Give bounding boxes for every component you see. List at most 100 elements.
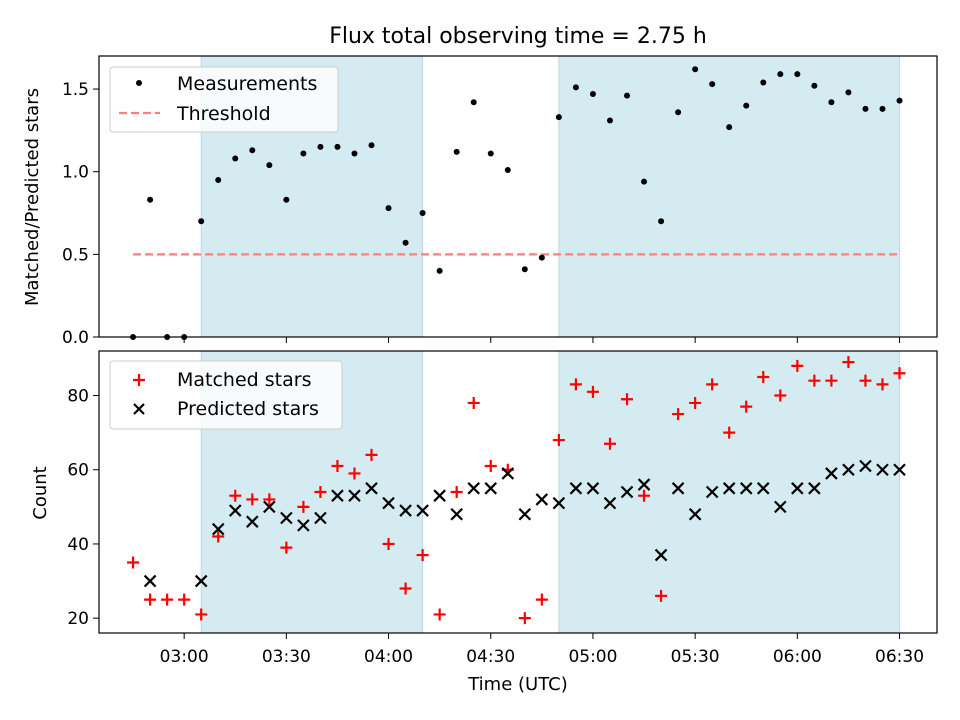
y-tick-label: 40 [67,535,89,555]
legend-measurements-marker [136,80,142,86]
measurement-point [641,178,648,185]
predicted-star-point [194,574,208,588]
measurement-point [606,117,613,124]
legend-predicted-label: Predicted stars [177,398,319,420]
x-tick-label: 06:30 [875,647,924,667]
matched-star-point [246,493,259,506]
matched-star-point [348,467,361,480]
predicted-star-point [620,485,634,499]
predicted-star-point [365,482,378,495]
predicted-star-point [552,496,566,510]
predicted-star-point [808,482,821,495]
top-axes-frame [98,55,938,338]
predicted-star-point [280,511,293,525]
matched-star-point [382,537,395,550]
predicted-star-point [382,496,395,510]
predicted-star-point [569,482,583,495]
top-panel: 0.0 0.5 1.0 1.5 Matched/Predicted stars Mea… [22,55,938,348]
matched-star-point [297,500,310,513]
matched-star-point [229,489,242,502]
matched-star-point [280,541,293,554]
measurement-point [385,205,392,212]
matched-star-point [842,356,855,369]
predicted-star-point [228,504,242,517]
measurement-point [896,97,903,104]
y-tick-label: 0.5 [62,245,89,265]
measurement-point [283,196,290,203]
predicted-star-point [143,574,157,588]
predicted-star-point [825,467,838,480]
matched-star-point [195,608,208,621]
predicted-star-point [637,478,651,491]
x-tick-label: 05:00 [568,647,617,667]
matched-star-point [365,448,378,461]
predicted-star-point [399,504,412,517]
measurement-point [709,81,716,88]
predicted-star-point [246,515,259,528]
measurement-point [521,266,528,273]
measurement-point [879,105,886,112]
matched-star-point [433,608,446,621]
predicted-star-point [654,548,668,562]
predicted-star-point [705,485,719,499]
measurement-point [777,71,784,78]
matched-star-point [621,393,634,406]
measurement-point [692,66,699,73]
measurement-point [589,91,596,98]
matched-star-point [876,378,889,391]
measurement-point [147,196,154,203]
matched-star-point [859,374,872,387]
matched-star-point [774,389,787,402]
matched-star-point [127,556,140,569]
matched-star-point [706,378,719,391]
top-legend: Measurements Threshold [109,66,339,133]
predicted-star-point [348,489,361,502]
measurement-point [828,99,835,106]
measurement-point [845,89,852,96]
bottom-x-ticks: 03:00 03:30 04:00 04:30 05:00 05:30 06:00 06:30 [160,633,924,667]
predicted-star-point [774,500,787,514]
measurement-point [470,99,477,106]
x-tick-label: 04:30 [466,647,515,667]
matched-star-point [893,367,906,380]
measurement-point [487,150,494,157]
measurement-point [726,124,733,131]
legend-threshold-label: Threshold [176,103,271,125]
legend-measurements-label: Measurements [177,73,317,95]
measurement-point [760,79,767,86]
matched-star-point [535,593,548,606]
measurement-point [334,143,341,150]
matched-star-point [467,396,480,409]
matched-star-point [825,374,838,387]
predicted-star-point [688,507,702,521]
measurement-point [572,84,579,91]
legend-predicted-marker [133,403,145,415]
predicted-star-point [263,500,276,514]
matched-star-point [518,612,531,625]
matched-star-point [723,426,736,439]
measurement-point [198,218,205,225]
matched-star-point [331,460,344,473]
measurement-point [658,218,665,225]
matched-star-point [552,434,565,447]
top-legend-box [109,66,339,133]
measurement-point [743,102,750,109]
measurement-point [351,150,358,157]
matched-star-point [212,530,225,543]
y-tick-label: 1.5 [62,80,89,100]
measurement-point [232,155,239,162]
measurement-point [317,143,324,150]
x-axis-label: Time (UTC) [467,674,568,695]
predicted-star-point [211,522,225,536]
predicted-star-point [842,463,855,477]
matched-star-point [586,385,599,398]
x-tick-label: 03:30 [262,647,311,667]
measurement-point [249,147,256,154]
top-x-ticks [183,337,901,343]
predicted-star-point [433,489,446,502]
measurement-point [538,254,545,261]
matched-star-point [484,460,497,473]
measurement-point [215,176,222,183]
